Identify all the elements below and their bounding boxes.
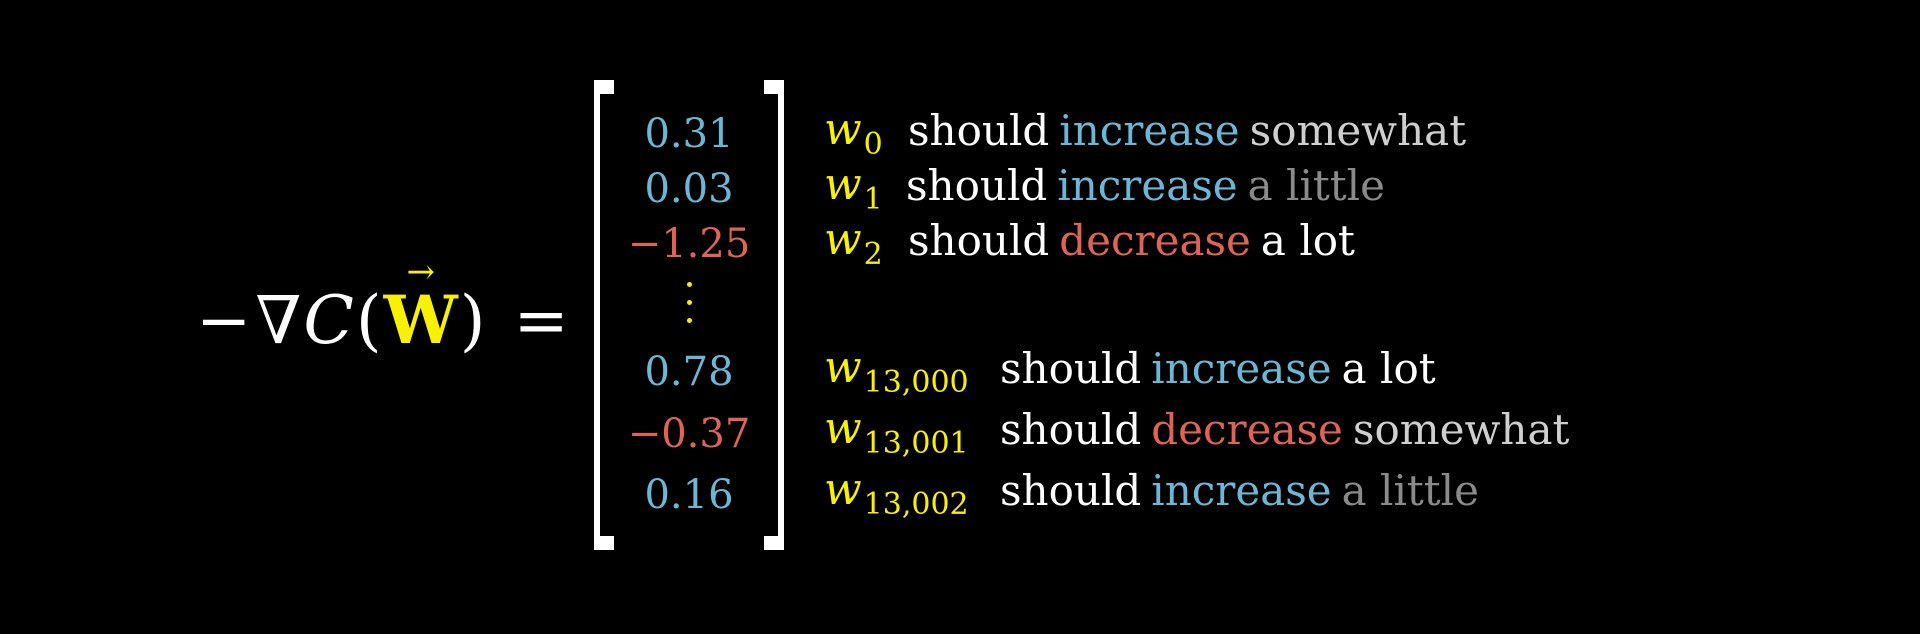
minus-sign: −	[196, 281, 252, 359]
amount-text: a lot	[1341, 344, 1436, 393]
weight-description: should increase somewhat	[908, 110, 1476, 152]
vector-arrow-icon: →	[406, 252, 435, 292]
vertical-ellipsis-icon	[684, 280, 694, 332]
gradient-entry: −0.37	[627, 411, 751, 457]
close-paren: )	[459, 281, 486, 359]
weight-description: should decrease a lot	[908, 220, 1365, 262]
nabla-symbol: ∇	[255, 281, 302, 359]
cost-function-symbol: C	[303, 281, 354, 359]
gradient-entry: 0.78	[644, 349, 734, 395]
should-text: should	[908, 216, 1050, 265]
direction-text: increase	[1057, 161, 1238, 210]
gradient-entry: −1.25	[627, 221, 751, 267]
amount-text: a little	[1341, 466, 1479, 515]
direction-text: increase	[1151, 344, 1332, 393]
should-text: should	[906, 161, 1048, 210]
weight-label: w1	[824, 159, 883, 217]
gradient-entry: 0.31	[644, 111, 734, 157]
open-paren: (	[355, 281, 382, 359]
gradient-entry: 0.16	[644, 472, 734, 518]
weight-label: w0	[824, 104, 883, 162]
weight-label: w13,000	[824, 342, 969, 400]
weight-vector-symbol: → W	[383, 255, 458, 359]
matrix-left-bracket	[594, 80, 614, 550]
weight-label: w13,002	[824, 464, 969, 522]
should-text: should	[1000, 405, 1142, 454]
weight-description: should increase a little	[1000, 470, 1489, 512]
equals-sign: =	[513, 281, 569, 359]
direction-text: increase	[1059, 106, 1240, 155]
gradient-entry: 0.03	[644, 166, 734, 212]
weight-description: should increase a lot	[1000, 348, 1446, 390]
direction-text: increase	[1151, 466, 1332, 515]
direction-text: decrease	[1151, 405, 1343, 454]
amount-text: somewhat	[1352, 405, 1570, 454]
should-text: should	[1000, 466, 1142, 515]
amount-text: somewhat	[1249, 106, 1467, 155]
gradient-expression: − ∇ C ( → W ) =	[196, 255, 569, 370]
amount-text: a little	[1247, 161, 1385, 210]
weight-label: w13,001	[824, 403, 969, 461]
matrix-right-bracket	[764, 80, 784, 550]
should-text: should	[1000, 344, 1142, 393]
weight-label: w2	[824, 214, 883, 272]
weight-vector-letter: W	[383, 281, 458, 359]
weight-description: should increase a little	[906, 165, 1395, 207]
weight-description: should decrease somewhat	[1000, 409, 1579, 451]
should-text: should	[908, 106, 1050, 155]
amount-text: a lot	[1260, 216, 1355, 265]
direction-text: decrease	[1059, 216, 1251, 265]
